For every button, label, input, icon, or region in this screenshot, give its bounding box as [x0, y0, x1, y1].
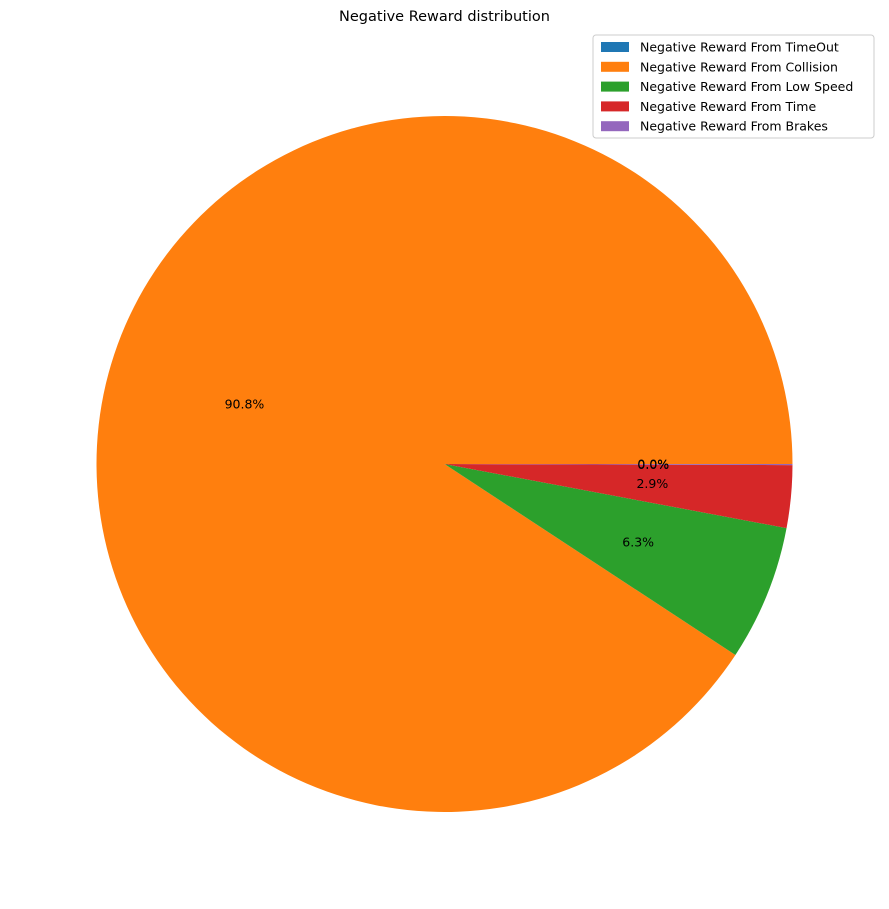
legend-label-negative-reward-from-time: Negative Reward From Time [640, 99, 816, 114]
legend-swatch-negative-reward-from-collision [601, 61, 629, 72]
percent-label-negative-reward-from-brakes: 0.0% [637, 457, 669, 472]
pie-slices [96, 115, 793, 812]
pie-slice-negative-reward-from-brakes [444, 464, 793, 466]
legend-frame [592, 34, 875, 139]
legend-swatch-negative-reward-from-time [601, 101, 629, 112]
legend-swatch-negative-reward-from-low-speed [601, 81, 629, 92]
legend-label-negative-reward-from-timeout: Negative Reward From TimeOut [640, 40, 839, 55]
legend-label-negative-reward-from-brakes: Negative Reward From Brakes [640, 119, 828, 134]
percent-label-negative-reward-from-collision: 90.8% [225, 397, 265, 412]
percent-label-negative-reward-from-timeout: 0.0% [637, 457, 669, 472]
pie-slice-negative-reward-from-time [444, 464, 793, 529]
percent-label-negative-reward-from-low-speed: 6.3% [622, 535, 654, 550]
legend-swatch-negative-reward-from-timeout [601, 42, 629, 52]
legend: Negative Reward From TimeOut Negative Rew… [592, 34, 875, 139]
legend-label-negative-reward-from-low-speed: Negative Reward From Low Speed [640, 79, 853, 94]
percent-labels: 0.0%90.8%6.3%2.9%0.0% [225, 397, 670, 550]
legend-label-negative-reward-from-collision: Negative Reward From Collision [640, 59, 838, 74]
chart-title: Negative Reward distribution [339, 9, 550, 25]
pie-slice-negative-reward-from-low-speed [444, 464, 787, 655]
percent-label-negative-reward-from-time: 2.9% [636, 476, 668, 491]
pie-slice-negative-reward-from-collision [96, 115, 793, 812]
legend-swatch-negative-reward-from-brakes [601, 121, 629, 132]
